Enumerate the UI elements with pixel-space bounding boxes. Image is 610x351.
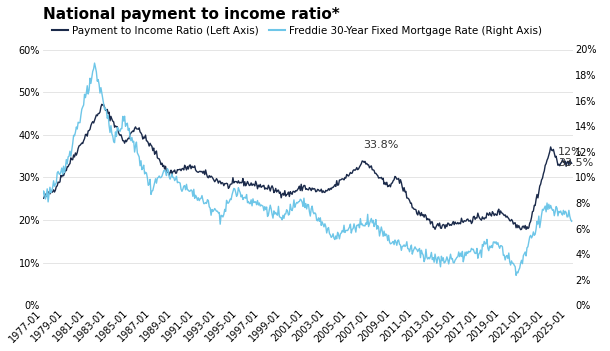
Text: 33.8%: 33.8%	[363, 140, 398, 150]
Text: 33.5%: 33.5%	[558, 158, 593, 167]
Legend: Payment to Income Ratio (Left Axis), Freddie 30-Year Fixed Mortgage Rate (Right : Payment to Income Ratio (Left Axis), Fre…	[48, 21, 546, 40]
Text: National payment to income ratio*: National payment to income ratio*	[43, 7, 339, 22]
Text: 12%: 12%	[558, 147, 583, 157]
